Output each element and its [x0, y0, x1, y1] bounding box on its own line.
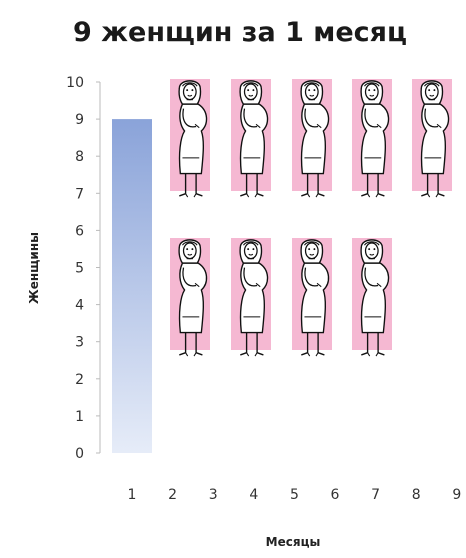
y-tick-label: 6	[75, 223, 84, 239]
pregnant-woman-icon	[292, 238, 332, 357]
x-axis-ticks: 1 2 3 4 5 6 7 8 9	[128, 487, 462, 503]
x-tick-label: 1	[128, 487, 137, 503]
y-tick-label: 0	[75, 446, 84, 462]
pictograph	[170, 79, 452, 357]
y-axis-ticks: 0 1 2 3 4 5 6 7 8 9 10	[66, 75, 100, 462]
pregnant-woman-icon	[170, 238, 210, 357]
y-tick-label: 8	[75, 149, 84, 165]
x-axis-title: Месяцы	[266, 535, 321, 549]
pregnant-woman-icon	[352, 79, 392, 198]
bars	[112, 119, 152, 453]
x-tick-label: 9	[452, 487, 461, 503]
x-tick-label: 2	[168, 487, 177, 503]
y-tick-label: 5	[75, 261, 84, 277]
x-tick-label: 4	[249, 487, 258, 503]
x-tick-label: 3	[209, 487, 218, 503]
pregnant-woman-icon	[231, 238, 271, 357]
pregnant-woman-icon	[231, 79, 271, 198]
pregnant-woman-icon	[292, 79, 332, 198]
y-axis-title: Женщины	[27, 232, 41, 304]
y-tick-label: 7	[75, 186, 84, 202]
pregnant-woman-icon	[412, 79, 452, 198]
y-tick-label: 3	[75, 335, 84, 351]
x-tick-label: 6	[331, 487, 340, 503]
y-tick-label: 10	[66, 75, 84, 91]
x-tick-label: 7	[371, 487, 380, 503]
x-tick-label: 5	[290, 487, 299, 503]
x-tick-label: 8	[412, 487, 421, 503]
y-tick-label: 4	[75, 298, 84, 314]
y-tick-label: 2	[75, 372, 84, 388]
pregnant-woman-icon	[352, 238, 392, 357]
y-tick-label: 1	[75, 409, 84, 425]
bar	[112, 119, 152, 453]
chart-title: 9 женщин за 1 месяц	[73, 17, 407, 48]
pregnant-woman-icon	[170, 79, 210, 198]
y-tick-label: 9	[75, 112, 84, 128]
